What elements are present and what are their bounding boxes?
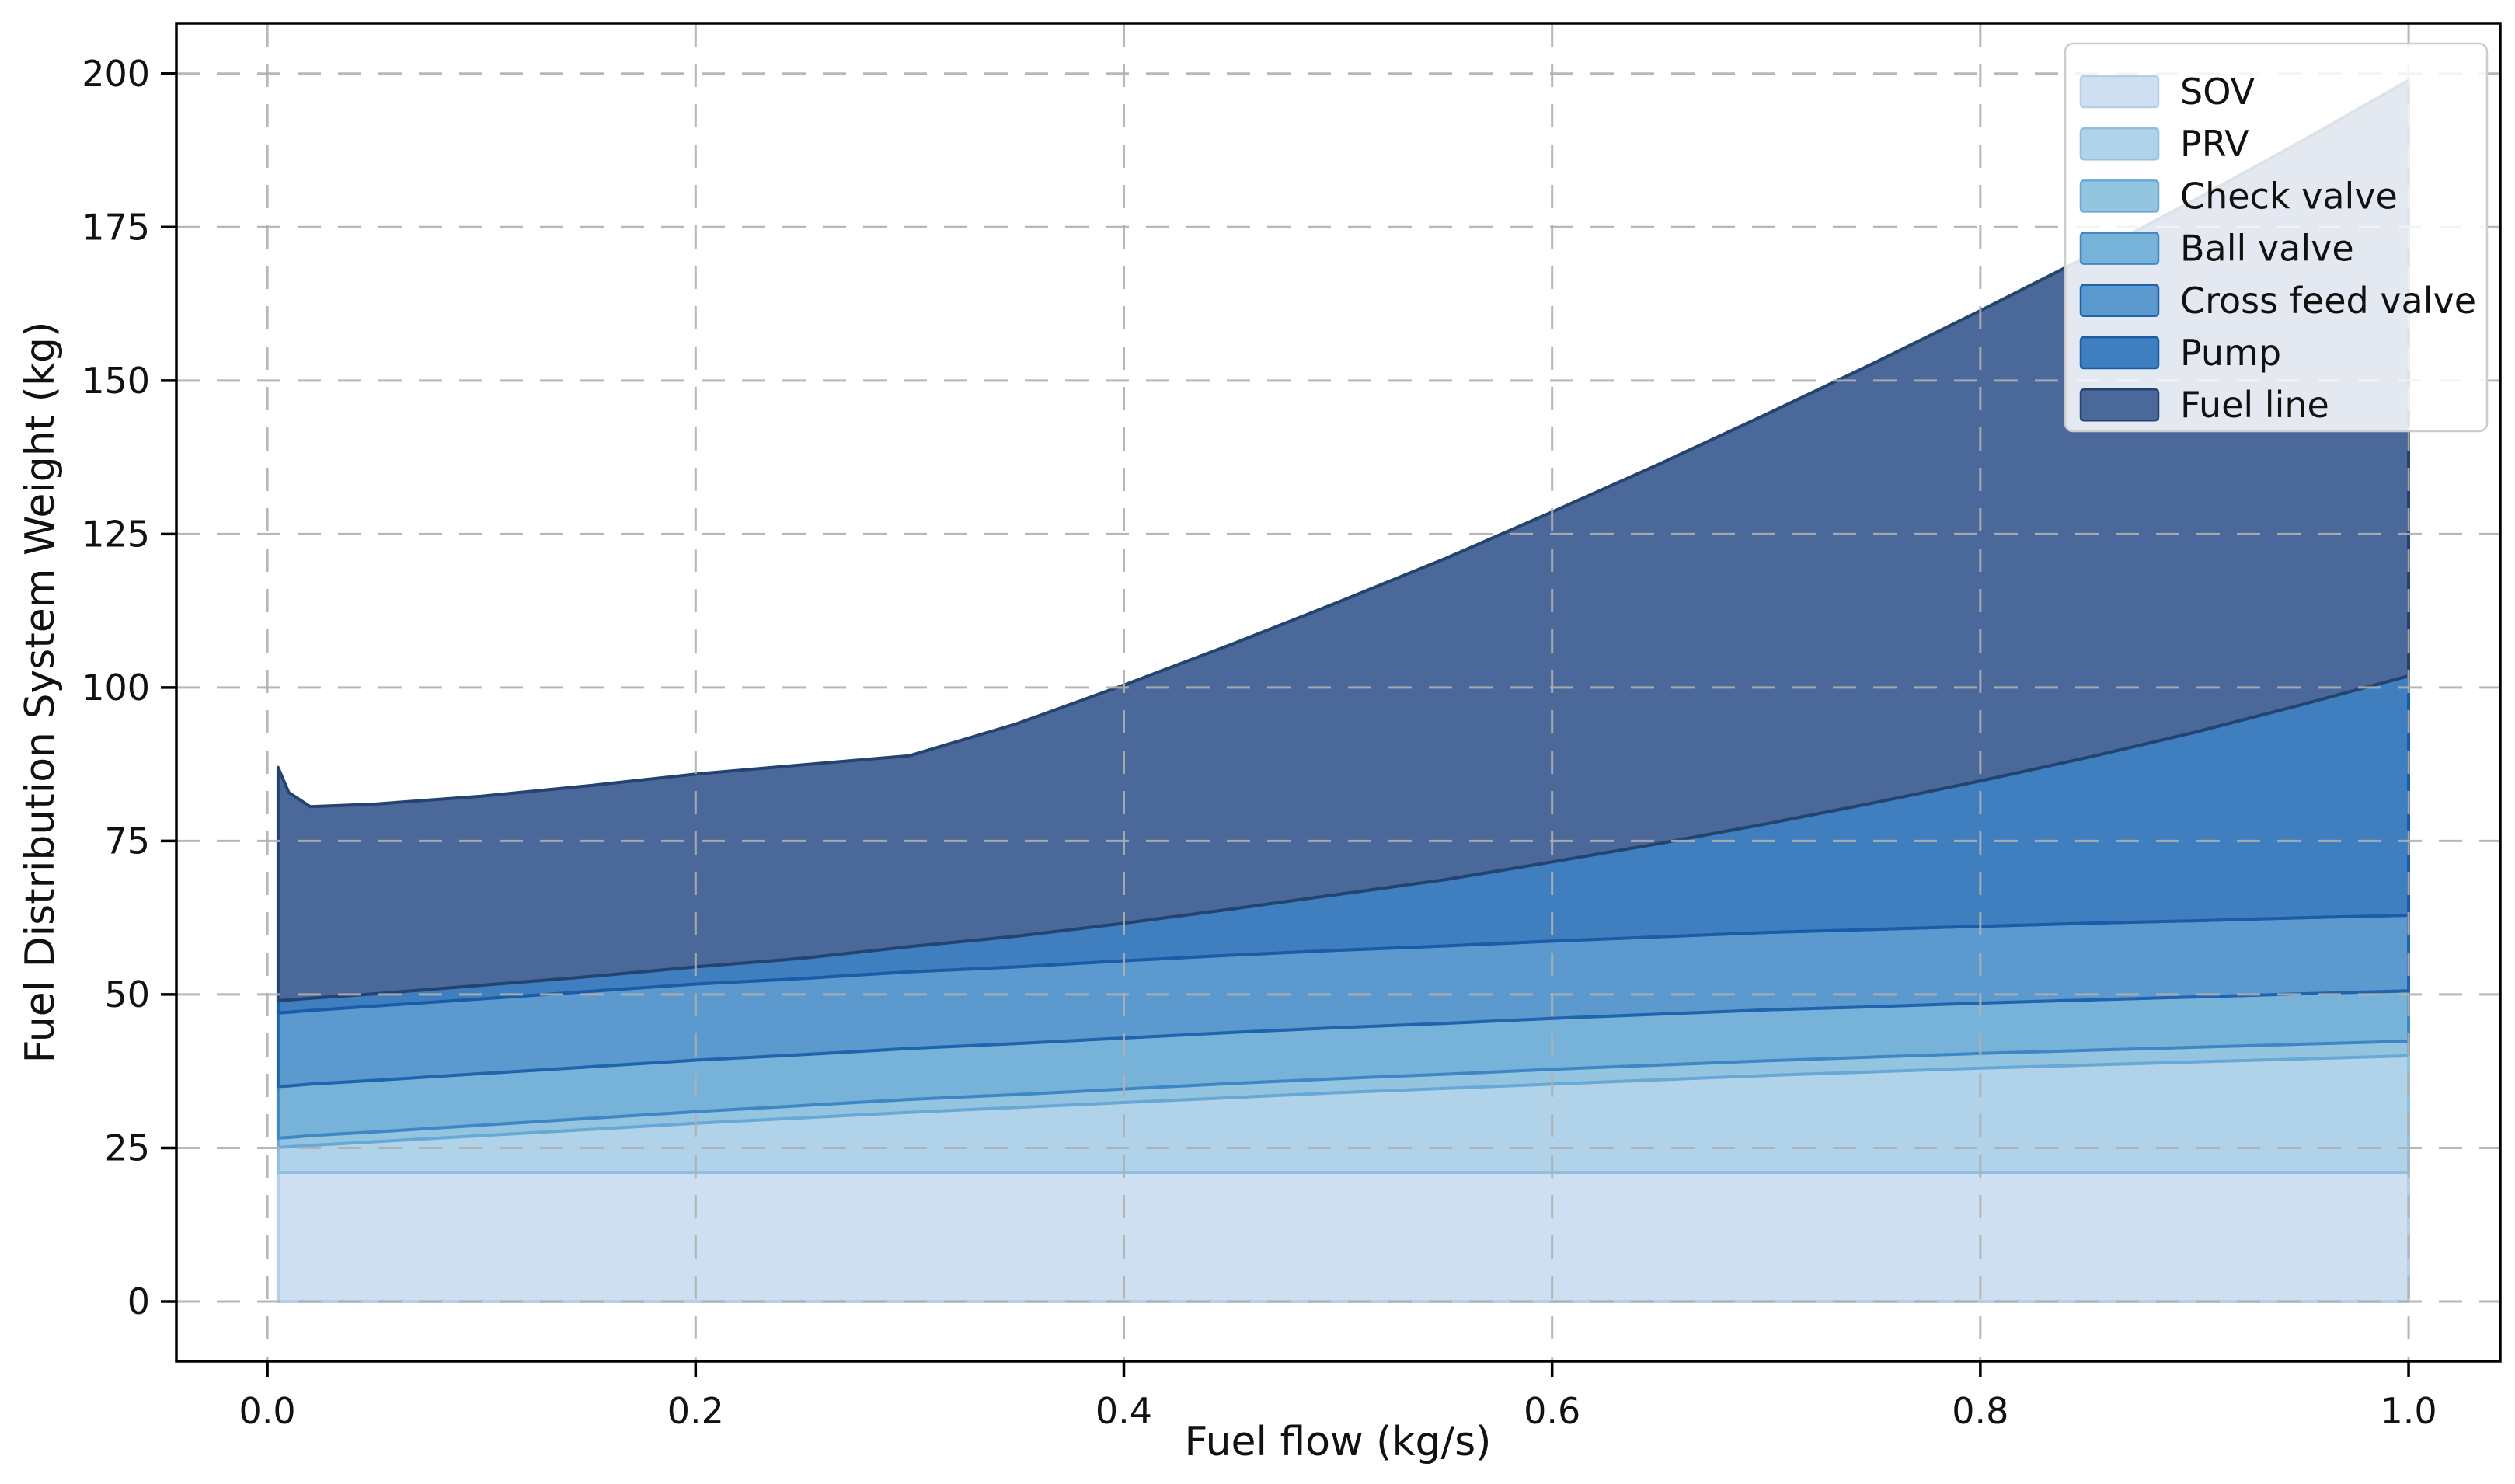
legend-swatch-check-valve: [2079, 179, 2160, 213]
y-tick-label-150: 150: [82, 360, 150, 402]
y-tick-label-75: 75: [104, 820, 150, 862]
y-tick-label-50: 50: [104, 974, 150, 1015]
legend-label-sov: SOV: [2180, 71, 2255, 113]
legend-entry-sov: SOV: [2079, 71, 2255, 113]
x-axis-label: Fuel flow (kg/s): [1184, 1419, 1492, 1465]
y-tick-label-125: 125: [82, 513, 150, 555]
y-tick-label-200: 200: [82, 53, 150, 95]
legend-entry-fuel-line: Fuel line: [2079, 384, 2329, 426]
legend-entry-cross-feed-valve: Cross feed valve: [2079, 280, 2476, 322]
legend-swatch-sov: [2079, 75, 2160, 109]
y-tick-label-100: 100: [82, 667, 150, 709]
legend-label-pump: Pump: [2180, 332, 2281, 374]
y-tick-label-175: 175: [82, 206, 150, 248]
legend-label-cross-feed-valve: Cross feed valve: [2180, 280, 2476, 322]
legend-swatch-ball-valve: [2079, 232, 2160, 265]
legend-swatch-fuel-line: [2079, 388, 2160, 422]
area-sov: [276, 1171, 2410, 1303]
legend: SOV PRV Check valve Ball valve Cross feed va…: [2064, 42, 2489, 433]
y-tick-label-0: 0: [127, 1280, 150, 1322]
legend-entry-prv: PRV: [2079, 123, 2249, 165]
x-tick-label-0.2: 0.2: [667, 1390, 724, 1432]
legend-label-prv: PRV: [2180, 123, 2249, 165]
legend-box: [2064, 42, 2489, 433]
legend-entry-pump: Pump: [2079, 332, 2281, 374]
x-tick-label-1.0: 1.0: [2380, 1390, 2437, 1432]
y-tick-label-25: 25: [104, 1127, 150, 1169]
legend-entry-check-valve: Check valve: [2079, 175, 2398, 217]
plot-frame: [175, 22, 2502, 1363]
x-tick-label-0.4: 0.4: [1096, 1390, 1152, 1432]
x-tick-label-0.6: 0.6: [1524, 1390, 1580, 1432]
y-axis-label: Fuel Distribution System Weight (kg): [17, 321, 64, 1064]
legend-swatch-pump: [2079, 336, 2160, 370]
x-tick-label-0.0: 0.0: [239, 1390, 296, 1432]
legend-label-ball-valve: Ball valve: [2180, 228, 2354, 270]
legend-label-check-valve: Check valve: [2180, 175, 2398, 217]
legend-swatch-cross-feed-valve: [2079, 284, 2160, 318]
legend-swatch-prv: [2079, 127, 2160, 161]
legend-entry-ball-valve: Ball valve: [2079, 228, 2354, 270]
legend-label-fuel-line: Fuel line: [2180, 384, 2329, 426]
x-tick-label-0.8: 0.8: [1952, 1390, 2008, 1432]
